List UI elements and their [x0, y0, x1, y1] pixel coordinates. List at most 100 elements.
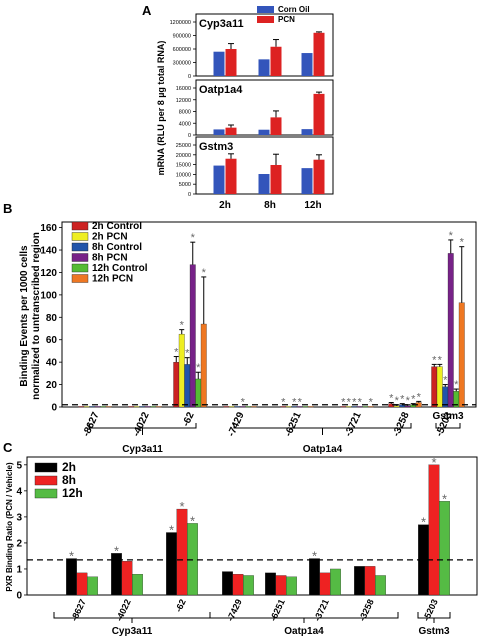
- panel-c-significance-star: *: [179, 499, 184, 514]
- panel-c-bar: [66, 558, 77, 596]
- panel-b-xtick-label: -6251: [283, 410, 304, 438]
- panel-c-bar: [375, 575, 386, 596]
- panel-c-bar: [354, 566, 365, 596]
- panel-b-ytick-label: 40: [46, 358, 58, 369]
- panel-c-group-label: Cyp3a11: [112, 626, 153, 637]
- panel-a-ytick-label: 0: [188, 133, 191, 139]
- panel-a-bar: [213, 165, 225, 194]
- panel-a-ytick-label: 1200000: [170, 20, 191, 26]
- panel-c-legend-label: 2h: [62, 460, 76, 474]
- panel-b-bar: [436, 366, 443, 408]
- panel-a-bar: [225, 49, 237, 76]
- panel-c-bar: [330, 568, 341, 596]
- panel-b-significance-star: *: [347, 396, 352, 408]
- panel-b-legend-label: 12h Control: [92, 263, 148, 274]
- panel-b-xtick-label: -3258: [391, 410, 412, 438]
- panel-b-bar: [139, 406, 146, 408]
- panel-c-xtick-label: -8627: [69, 598, 88, 623]
- panel-a-ytick-label: 16000: [176, 86, 191, 92]
- panel-b-significance-star: *: [352, 396, 357, 408]
- panel-b-group-bracket: [435, 423, 461, 429]
- panel-c-letter: C: [3, 440, 13, 455]
- panel-a-bar: [301, 53, 313, 76]
- panel-c-significance-star: *: [169, 523, 174, 538]
- panel-b-legend-swatch: [71, 274, 89, 283]
- panel-b-xtick-label: -3721: [343, 410, 364, 438]
- panel-a-ytick-label: 20000: [176, 153, 191, 159]
- panel-c-group-label: Gstm3: [418, 626, 450, 637]
- panel-b-significance-star: *: [449, 230, 454, 242]
- panel-b-significance-star: *: [241, 396, 246, 408]
- panel-b-group-label: Cyp3a11: [122, 444, 163, 455]
- panel-b-bar: [83, 406, 90, 408]
- panel-a-xtick-label: 12h: [304, 200, 321, 211]
- panel-b-letter: B: [3, 201, 12, 216]
- panel-a-legend-swatch: [257, 6, 274, 13]
- panel-a-ytick-label: 900000: [173, 34, 191, 40]
- panel-c-bar: [243, 575, 254, 596]
- panel-c-bar: [309, 558, 320, 596]
- panel-b-bar: [367, 406, 374, 408]
- panel-c-ytick-label: 1: [16, 564, 22, 575]
- panel-a-subplot-title: Cyp3a11: [199, 18, 244, 30]
- panel-c-chart: 0 1 2 3 4 5 * * * * * * * * * -8627 -4022 -62 -7429 -6251 -3…: [5, 455, 478, 637]
- panel-b-bar: [307, 406, 314, 408]
- panel-b-bar: [105, 406, 112, 408]
- panel-a-bar: [258, 174, 270, 194]
- panel-a-bar: [301, 129, 313, 135]
- panel-c-bar: [275, 575, 287, 596]
- panel-c-significance-star: *: [312, 549, 317, 564]
- panel-b-bar: [144, 406, 151, 408]
- panel-c-significance-star: *: [114, 543, 119, 558]
- panel-b-bar: [173, 362, 180, 408]
- panel-b-bar: [245, 406, 252, 408]
- panel-c-bar: [121, 561, 133, 596]
- panel-a-ytick-label: 0: [188, 74, 191, 80]
- panel-b-bar: [223, 406, 230, 408]
- panel-a-ylabel: mRNA (RLU per 8 µg total RNA): [156, 41, 166, 176]
- panel-b-significance-star: *: [395, 395, 400, 407]
- panel-c-plot-frame: [26, 456, 478, 596]
- panel-a-subplot-title: Gstm3: [199, 141, 233, 153]
- panel-a-bar: [213, 51, 225, 76]
- panel-a-bar: [270, 164, 282, 194]
- panel-c-ytick-label: 2: [16, 538, 22, 549]
- panel-c-bar: [364, 566, 376, 596]
- panel-c-xtick-label: -7429: [225, 598, 244, 623]
- panel-c-significance-star: *: [431, 455, 436, 470]
- panel-b-legend-label: 8h Control: [92, 242, 142, 253]
- panel-c-xtick-label: -3258: [357, 598, 376, 623]
- panel-b-group-label: Gstm3: [432, 411, 464, 422]
- panel-b-bar: [285, 406, 292, 408]
- panel-b-ytick-label: 20: [46, 380, 58, 391]
- panel-a-bar: [313, 93, 325, 135]
- panel-b-significance-star: *: [196, 362, 201, 374]
- panel-c-ytick-label: 0: [16, 591, 22, 602]
- panel-a-ytick-label: 25000: [176, 143, 191, 149]
- panel-c-bar: [132, 574, 143, 596]
- panel-a-subplot-title: Oatp1a4: [199, 84, 243, 96]
- panel-b-group-label: Oatp1a4: [303, 444, 343, 455]
- panel-b-significance-star: *: [298, 396, 303, 408]
- panel-a-ytick-label: 5000: [179, 182, 191, 188]
- panel-b-ylabel-line1: Binding Events per 1000 cells: [19, 245, 30, 387]
- panel-c-legend-swatch: [34, 475, 58, 486]
- panel-c-bar: [286, 576, 297, 596]
- panel-a-bar: [258, 59, 270, 76]
- panel-c-bar: [176, 508, 188, 596]
- panel-c-significance-star: *: [69, 549, 74, 564]
- panel-a-bar: [270, 117, 282, 135]
- panel-b-bar: [447, 253, 454, 408]
- panel-b-significance-star: *: [202, 267, 207, 279]
- panel-b-legend-label: 2h PCN: [92, 232, 128, 243]
- panel-b-significance-star: *: [369, 396, 374, 408]
- panel-b-bar: [431, 366, 438, 408]
- panel-c-significance-star: *: [421, 515, 426, 530]
- panel-c-legend-label: 8h: [62, 473, 76, 487]
- panel-b-significance-star: *: [417, 391, 422, 403]
- panel-c-xtick-label: -62: [173, 598, 188, 614]
- panel-b-significance-star: *: [281, 396, 286, 408]
- panel-b-significance-star: *: [341, 396, 346, 408]
- panel-c-group-label: Oatp1a4: [284, 626, 324, 637]
- panel-c-xtick-label: -5203: [421, 598, 440, 623]
